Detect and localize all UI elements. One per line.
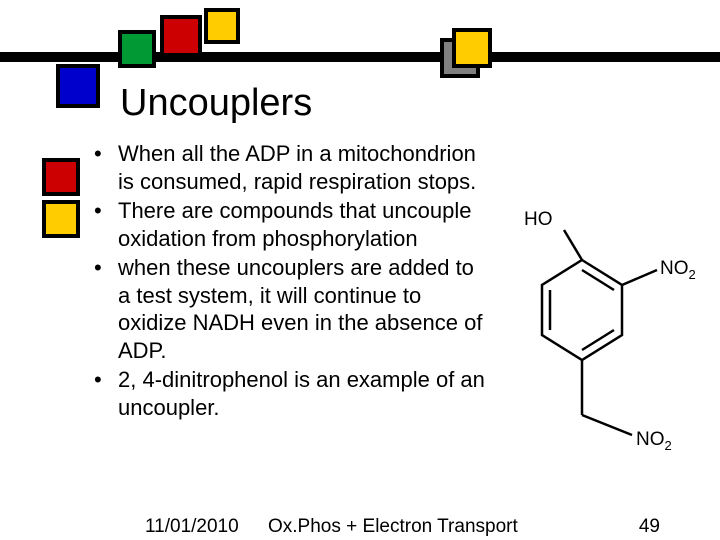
deco-square-red-top [160,15,202,57]
deco-square-yellow-right [452,28,492,68]
bullet-item: 2, 4-dinitrophenol is an example of an u… [90,366,490,421]
label-no2-top: NO2 [660,258,696,282]
deco-square-green [118,30,156,68]
chemical-structure: HO NO2 NO2 [512,200,702,450]
deco-square-blue [56,64,100,108]
slide-title: Uncouplers [120,82,312,125]
bullet-item: when these uncouplers are added to a tes… [90,254,490,364]
footer-date: 11/01/2010 [145,516,239,538]
bullet-item: There are compounds that uncouple oxidat… [90,197,490,252]
deco-square-yellow-side [42,200,80,238]
header-decoration [0,0,720,90]
label-no2-bottom: NO2 [636,429,672,450]
deco-square-red-side [42,158,80,196]
label-ho: HO [524,209,553,230]
bullet-item: When all the ADP in a mitochondrion is c… [90,140,490,195]
deco-square-yellow-top [204,8,240,44]
horizontal-line [0,52,720,62]
footer-subject: Ox.Phos + Electron Transport [268,516,518,538]
footer-page-number: 49 [639,516,660,538]
bullet-list: When all the ADP in a mitochondrion is c… [90,140,490,423]
